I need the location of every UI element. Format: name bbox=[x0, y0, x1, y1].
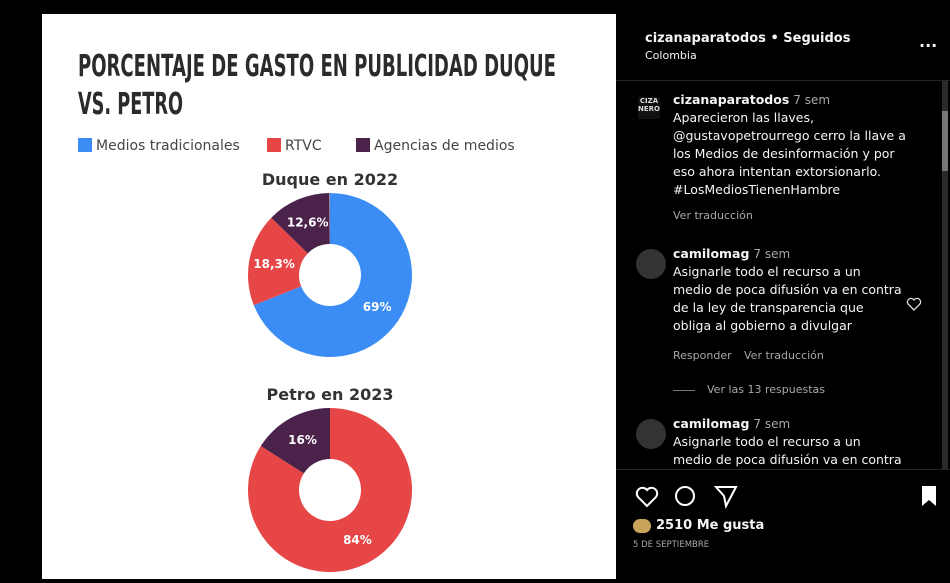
reply[interactable]: Responder bbox=[673, 349, 732, 362]
donut-segment bbox=[271, 193, 330, 254]
post-image: PORCENTAJE DE GASTO EN PUBLICIDAD DUQUE … bbox=[42, 14, 616, 579]
chart-title: VS. PETRO bbox=[78, 87, 183, 122]
date: 5 DE SEPTIEMBRE bbox=[633, 540, 710, 550]
value-label: 18,3% bbox=[253, 257, 295, 271]
donut-segment bbox=[248, 217, 308, 306]
caption: cizanaparatodos 7 sem Aparecieron las lla… bbox=[673, 91, 918, 199]
legend-label: Medios tradicionales bbox=[96, 138, 240, 154]
legend-swatch bbox=[267, 138, 281, 152]
divider bbox=[673, 390, 695, 391]
legend-swatch bbox=[78, 138, 92, 152]
comments-area: CIZA NERO cizanaparatodos 7 sem Aparecier… bbox=[616, 80, 950, 470]
chart-subtitle: Petro en 2023 bbox=[266, 385, 393, 404]
donut-segment bbox=[260, 408, 330, 474]
value-label: 84% bbox=[343, 533, 372, 547]
separator: • bbox=[770, 31, 779, 46]
translate[interactable]: Ver traducción bbox=[673, 209, 753, 222]
scroll-thumb[interactable] bbox=[942, 111, 948, 171]
username[interactable]: camilomag bbox=[673, 246, 750, 261]
comment: camilomag 7 sem Asignarle todo el recurso… bbox=[673, 415, 903, 469]
translate[interactable]: Ver traducción bbox=[744, 349, 824, 362]
donut-segment bbox=[248, 408, 413, 572]
view-replies[interactable]: Ver las 13 respuestas bbox=[707, 383, 825, 396]
save-button[interactable] bbox=[922, 486, 936, 506]
legend-label: Agencias de medios bbox=[374, 138, 515, 154]
side-panel: cizanaparatodos • Seguidos Colombia ... … bbox=[616, 14, 950, 579]
comment-button[interactable] bbox=[675, 486, 695, 506]
like-comment[interactable] bbox=[906, 297, 922, 311]
username[interactable]: cizanaparatodos bbox=[673, 92, 790, 107]
value-label: 12,6% bbox=[287, 216, 329, 230]
header-title: cizanaparatodos • Seguidos bbox=[645, 31, 850, 46]
time: 7 sem bbox=[793, 93, 831, 107]
time: 7 sem bbox=[753, 417, 791, 431]
legend-label: RTVC bbox=[285, 138, 322, 154]
legend-swatch bbox=[356, 138, 370, 152]
value-label: 16% bbox=[288, 433, 317, 447]
likes[interactable]: 2510 Me gusta bbox=[656, 518, 765, 533]
donut-segment bbox=[253, 193, 412, 357]
comment-text: Asignarle todo el recurso a un medio de … bbox=[673, 434, 902, 467]
like-button[interactable] bbox=[635, 486, 659, 508]
action-bar bbox=[635, 486, 936, 509]
comment: camilomag 7 sem Asignarle todo el recurso… bbox=[673, 245, 903, 335]
username[interactable]: cizanaparatodos bbox=[645, 31, 766, 46]
time: 7 sem bbox=[753, 247, 791, 261]
username[interactable]: camilomag bbox=[673, 416, 750, 431]
follow-status[interactable]: Seguidos bbox=[783, 31, 851, 46]
caption-text: Aparecieron las llaves, @gustavopetrourr… bbox=[673, 110, 906, 197]
share-button[interactable] bbox=[713, 486, 738, 509]
avatar[interactable]: CIZA NERO bbox=[638, 97, 660, 119]
avatar[interactable] bbox=[636, 419, 666, 449]
value-label: 69% bbox=[363, 300, 392, 314]
liker-avatars bbox=[633, 519, 651, 533]
chart-subtitle: Duque en 2022 bbox=[262, 170, 398, 189]
chart-title: PORCENTAJE DE GASTO EN PUBLICIDAD DUQUE bbox=[78, 49, 556, 84]
chart: PORCENTAJE DE GASTO EN PUBLICIDAD DUQUE … bbox=[78, 49, 556, 572]
avatar[interactable] bbox=[636, 249, 666, 279]
scrollbar[interactable] bbox=[942, 81, 948, 469]
menu-button[interactable]: ... bbox=[919, 32, 938, 51]
location[interactable]: Colombia bbox=[645, 49, 697, 62]
comment-text: Asignarle todo el recurso a un medio de … bbox=[673, 264, 902, 333]
